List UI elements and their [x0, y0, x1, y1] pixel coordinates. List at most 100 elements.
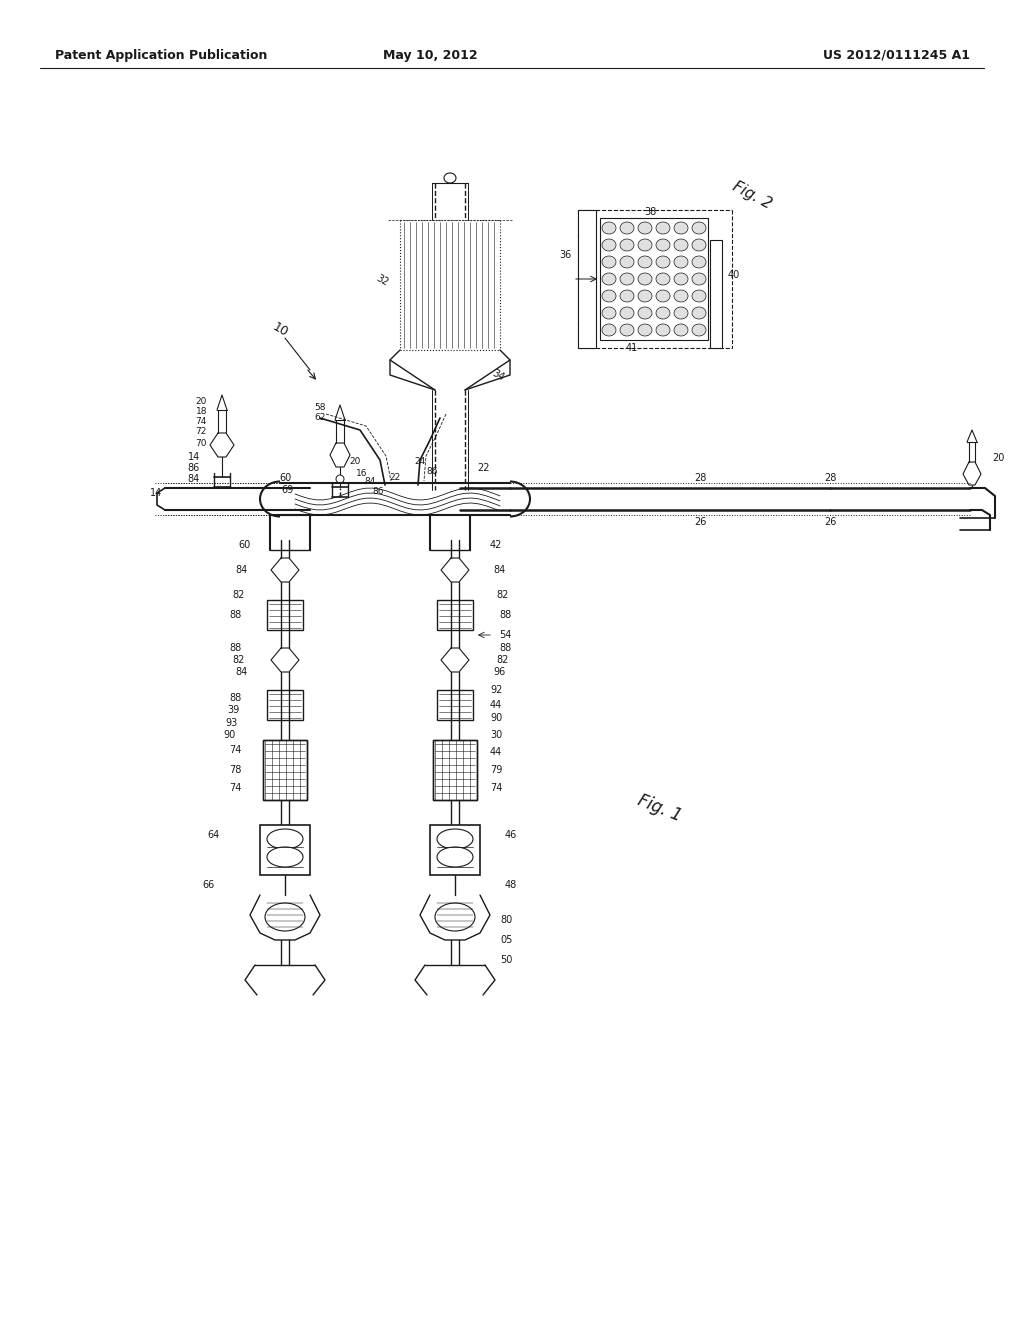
Bar — [437, 601, 473, 630]
Text: 20: 20 — [196, 397, 207, 407]
Ellipse shape — [656, 308, 670, 319]
Ellipse shape — [638, 239, 652, 251]
Text: 88: 88 — [229, 610, 242, 620]
Text: 36: 36 — [560, 249, 572, 260]
Text: 16: 16 — [356, 469, 368, 478]
Text: 60: 60 — [280, 473, 292, 483]
Text: 84: 84 — [236, 667, 248, 677]
Ellipse shape — [656, 256, 670, 268]
Ellipse shape — [656, 323, 670, 337]
Ellipse shape — [692, 256, 706, 268]
Text: 74: 74 — [229, 744, 242, 755]
Ellipse shape — [692, 323, 706, 337]
Text: 39: 39 — [227, 705, 240, 715]
Ellipse shape — [620, 222, 634, 234]
Ellipse shape — [656, 273, 670, 285]
Text: 14: 14 — [150, 488, 162, 498]
Text: 42: 42 — [490, 540, 503, 550]
Text: 44: 44 — [490, 747, 502, 756]
Ellipse shape — [692, 308, 706, 319]
Text: 05: 05 — [500, 935, 512, 945]
Text: 86: 86 — [187, 463, 200, 473]
Text: 50: 50 — [500, 954, 512, 965]
Ellipse shape — [656, 222, 670, 234]
Text: 74: 74 — [229, 783, 242, 793]
Text: 41: 41 — [626, 343, 638, 352]
Text: 48: 48 — [505, 880, 517, 890]
Ellipse shape — [638, 323, 652, 337]
Text: 74: 74 — [196, 417, 207, 426]
Text: 32: 32 — [375, 272, 390, 288]
Text: 93: 93 — [225, 718, 238, 729]
Ellipse shape — [674, 323, 688, 337]
Text: 92: 92 — [490, 685, 503, 696]
Text: 14: 14 — [187, 451, 200, 462]
Text: 62: 62 — [314, 413, 326, 422]
Text: 90: 90 — [490, 713, 502, 723]
Bar — [600, 218, 708, 341]
Text: 88: 88 — [229, 693, 242, 704]
Ellipse shape — [602, 323, 616, 337]
Text: 22: 22 — [389, 474, 400, 483]
Ellipse shape — [437, 829, 473, 849]
Ellipse shape — [620, 239, 634, 251]
Bar — [263, 741, 307, 800]
Text: 88: 88 — [229, 643, 242, 653]
Ellipse shape — [435, 903, 475, 931]
Text: 22: 22 — [478, 463, 490, 473]
Text: 40: 40 — [728, 271, 740, 280]
Bar — [430, 825, 480, 875]
Text: 80: 80 — [500, 915, 512, 925]
Ellipse shape — [674, 239, 688, 251]
Text: 26: 26 — [824, 517, 837, 527]
Ellipse shape — [602, 256, 616, 268]
Text: 30: 30 — [490, 730, 502, 741]
Ellipse shape — [620, 290, 634, 302]
Bar — [578, 210, 596, 348]
Ellipse shape — [692, 273, 706, 285]
Text: US 2012/0111245 A1: US 2012/0111245 A1 — [823, 49, 970, 62]
Ellipse shape — [602, 222, 616, 234]
Bar — [260, 825, 310, 875]
Ellipse shape — [638, 273, 652, 285]
Text: 20: 20 — [992, 453, 1005, 463]
Bar — [267, 690, 303, 719]
Text: 10: 10 — [270, 321, 290, 339]
Text: 66: 66 — [203, 880, 215, 890]
Text: 82: 82 — [496, 590, 508, 601]
Ellipse shape — [674, 290, 688, 302]
Ellipse shape — [674, 222, 688, 234]
Bar — [433, 741, 477, 800]
Bar — [433, 741, 477, 800]
Ellipse shape — [638, 290, 652, 302]
Ellipse shape — [602, 273, 616, 285]
Ellipse shape — [674, 308, 688, 319]
Ellipse shape — [602, 290, 616, 302]
Bar — [263, 741, 307, 800]
Ellipse shape — [638, 222, 652, 234]
Text: 84: 84 — [187, 474, 200, 484]
Ellipse shape — [267, 847, 303, 867]
Text: 78: 78 — [229, 766, 242, 775]
Text: 96: 96 — [493, 667, 505, 677]
Ellipse shape — [692, 239, 706, 251]
Text: 86: 86 — [373, 487, 384, 495]
Ellipse shape — [674, 273, 688, 285]
Text: 70: 70 — [196, 438, 207, 447]
Text: 28: 28 — [824, 473, 837, 483]
Text: 79: 79 — [490, 766, 503, 775]
Ellipse shape — [692, 222, 706, 234]
Text: 86: 86 — [426, 467, 437, 477]
Text: Fig. 2: Fig. 2 — [730, 178, 774, 211]
Text: 69: 69 — [282, 484, 294, 495]
Text: 60: 60 — [239, 540, 251, 550]
Text: 72: 72 — [196, 428, 207, 437]
Ellipse shape — [656, 239, 670, 251]
Text: 90: 90 — [224, 730, 236, 741]
Text: 84: 84 — [236, 565, 248, 576]
Ellipse shape — [638, 308, 652, 319]
Text: May 10, 2012: May 10, 2012 — [383, 49, 477, 62]
Text: 18: 18 — [196, 408, 207, 417]
Text: 54: 54 — [499, 630, 511, 640]
Text: 84: 84 — [365, 478, 376, 487]
